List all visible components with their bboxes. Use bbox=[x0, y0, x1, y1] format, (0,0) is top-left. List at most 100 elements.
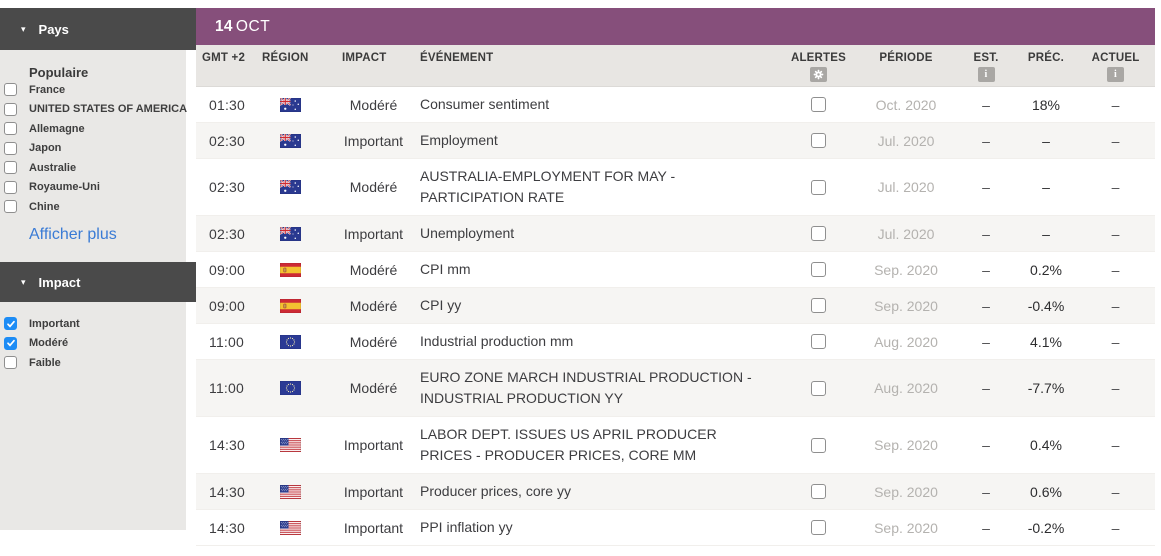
alert-checkbox[interactable] bbox=[811, 484, 826, 499]
event-impact: Important bbox=[343, 225, 404, 242]
alert-checkbox[interactable] bbox=[811, 437, 826, 453]
event-region bbox=[256, 180, 336, 194]
event-impact: Modéré bbox=[349, 380, 398, 396]
event-actual: – bbox=[1111, 437, 1120, 453]
event-period: Sep. 2020 bbox=[874, 261, 938, 278]
event-title: Producer prices, core yy bbox=[420, 483, 571, 499]
event-title: AUSTRALIA-EMPLOYMENT FOR MAY - PARTICIPA… bbox=[420, 168, 676, 205]
event-period: Sep. 2020 bbox=[874, 297, 938, 314]
alert-checkbox[interactable] bbox=[811, 179, 826, 195]
flag-usa-icon bbox=[280, 520, 301, 535]
event-title: Industrial production mm bbox=[420, 333, 574, 349]
event-time: 02:30 bbox=[209, 225, 246, 242]
alert-checkbox[interactable] bbox=[811, 97, 826, 112]
country-filter-chine: Chine bbox=[0, 197, 186, 217]
event-actual: – bbox=[1111, 333, 1120, 350]
event-period: Oct. 2020 bbox=[875, 96, 937, 113]
chevron-down-icon: ▾ bbox=[21, 276, 26, 287]
event-title: LABOR DEPT. ISSUES US APRIL PRODUCER PRI… bbox=[420, 426, 717, 463]
country-filter-japon: Japon bbox=[0, 139, 186, 159]
filter-checkbox[interactable] bbox=[4, 317, 17, 331]
event-impact: Important bbox=[343, 437, 404, 453]
filters-sidebar: ▾ Pays Populaire France UNITED STATES OF… bbox=[0, 8, 196, 530]
event-estimate: – bbox=[982, 483, 990, 500]
filter-checkbox[interactable] bbox=[4, 180, 17, 194]
event-impact: Important bbox=[343, 132, 404, 149]
event-row: 02:30 Important Unemployment Jul. 2020 –… bbox=[196, 216, 1155, 252]
impact-section-header[interactable]: ▾ Impact bbox=[0, 262, 196, 302]
event-period: Jul. 2020 bbox=[877, 179, 935, 195]
filter-checkbox[interactable] bbox=[4, 200, 17, 214]
filter-label: Chine bbox=[29, 200, 60, 213]
flag-usa-icon bbox=[280, 438, 301, 452]
event-estimate: – bbox=[982, 333, 990, 350]
event-row: 11:00 Modéré EURO ZONE MARCH INDUSTRIAL … bbox=[196, 360, 1155, 417]
event-time: 11:00 bbox=[209, 380, 244, 396]
alert-checkbox[interactable] bbox=[811, 298, 826, 313]
alert-checkbox[interactable] bbox=[811, 520, 826, 535]
filter-label: France bbox=[29, 83, 66, 96]
event-period: Jul. 2020 bbox=[877, 225, 935, 242]
event-estimate: – bbox=[982, 380, 990, 396]
event-rows: 01:30 Modéré Consumer sentiment Oct. 202… bbox=[196, 87, 1155, 546]
event-row: 02:30 Important Employment Jul. 2020 – –… bbox=[196, 123, 1155, 159]
event-period: Aug. 2020 bbox=[874, 333, 938, 350]
event-row: 01:30 Modéré Consumer sentiment Oct. 202… bbox=[196, 87, 1155, 123]
column-header-impact: IMPACT bbox=[342, 52, 387, 64]
event-actual: – bbox=[1111, 225, 1120, 242]
event-region bbox=[256, 520, 336, 535]
filter-label: Royaume-Uni bbox=[29, 181, 100, 194]
event-estimate: – bbox=[982, 519, 990, 536]
event-row: 09:00 Modéré CPI yy Sep. 2020 – -0.4% – bbox=[196, 288, 1155, 324]
pays-section-header[interactable]: ▾ Pays bbox=[0, 8, 196, 50]
event-estimate: – bbox=[982, 96, 990, 113]
event-time: 14:30 bbox=[209, 437, 246, 453]
flag-australia-icon bbox=[280, 97, 301, 112]
filter-label: Japon bbox=[29, 142, 62, 155]
info-icon[interactable]: i bbox=[977, 67, 995, 82]
event-title: Unemployment bbox=[420, 225, 515, 241]
pays-section-title: Pays bbox=[38, 21, 69, 37]
filter-checkbox[interactable] bbox=[4, 141, 17, 155]
alert-checkbox[interactable] bbox=[811, 133, 826, 148]
alert-checkbox[interactable] bbox=[811, 226, 826, 241]
gear-icon[interactable] bbox=[810, 67, 827, 82]
event-actual: – bbox=[1111, 483, 1120, 500]
country-filter-list: France UNITED STATES OF AMERICA Allemagn… bbox=[0, 80, 187, 217]
filter-checkbox[interactable] bbox=[4, 161, 17, 175]
alert-checkbox[interactable] bbox=[811, 380, 826, 396]
alert-checkbox[interactable] bbox=[811, 334, 826, 349]
event-time: 02:30 bbox=[209, 132, 246, 149]
date-month: OCT bbox=[235, 17, 271, 35]
filter-checkbox[interactable] bbox=[4, 122, 17, 136]
filter-checkbox[interactable] bbox=[4, 356, 17, 370]
event-previous: 18% bbox=[1031, 96, 1061, 113]
populaire-heading: Populaire bbox=[29, 65, 89, 80]
event-estimate: – bbox=[982, 297, 990, 314]
event-region bbox=[256, 226, 336, 241]
event-title: Consumer sentiment bbox=[420, 96, 550, 112]
filter-label: Modéré bbox=[29, 337, 69, 350]
filter-checkbox[interactable] bbox=[4, 336, 17, 350]
column-header-actuel: ACTUEL i bbox=[1076, 45, 1155, 86]
impact-section-title: Impact bbox=[38, 274, 81, 290]
event-title: Employment bbox=[420, 132, 498, 148]
flag-spain-icon bbox=[280, 298, 301, 313]
event-time: 02:30 bbox=[209, 179, 246, 195]
event-period: Sep. 2020 bbox=[874, 483, 938, 500]
filter-checkbox[interactable] bbox=[4, 102, 17, 116]
country-filter-allemagne: Allemagne bbox=[0, 119, 186, 139]
country-filter-france: France bbox=[0, 80, 186, 100]
event-row: 14:30 Important LABOR DEPT. ISSUES US AP… bbox=[196, 417, 1155, 474]
alert-checkbox[interactable] bbox=[811, 262, 826, 277]
show-more-link[interactable]: Afficher plus bbox=[29, 226, 117, 243]
chevron-down-icon: ▾ bbox=[21, 23, 26, 34]
filter-checkbox[interactable] bbox=[4, 83, 17, 97]
event-time: 11:00 bbox=[209, 333, 244, 350]
event-row: 14:30 Important PPI inflation yy Sep. 20… bbox=[196, 510, 1155, 546]
flag-european-union-icon bbox=[280, 381, 301, 395]
actuel-label: ACTUEL bbox=[1091, 52, 1140, 64]
event-actual: – bbox=[1111, 261, 1120, 278]
info-icon[interactable]: i bbox=[1107, 67, 1124, 82]
event-estimate: – bbox=[982, 225, 990, 242]
